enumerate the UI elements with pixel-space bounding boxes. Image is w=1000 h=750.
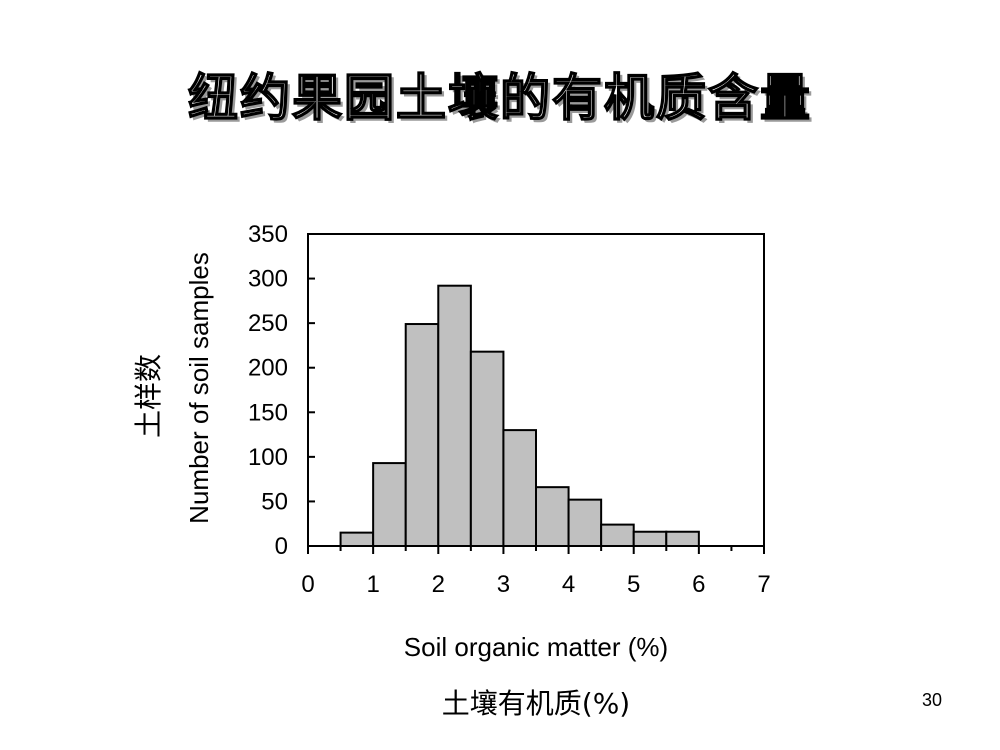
x-tick-label: 5 [627, 571, 640, 598]
x-tick-label: 0 [301, 571, 314, 598]
x-axis-title: Soil organic matter (%) [404, 632, 668, 662]
histogram-bar-6 [535, 486, 570, 547]
histogram-bar-10 [665, 530, 700, 547]
x-tick-label: 1 [366, 571, 379, 598]
histogram-bar-9 [632, 530, 668, 547]
histogram-bar-2 [404, 323, 440, 547]
bars-layer [339, 284, 700, 548]
x-axis-title-cn: 土壤有机质(%) [442, 687, 630, 720]
x-tick-label: 7 [757, 571, 770, 598]
histogram-bar-5 [502, 429, 537, 547]
page-number: 30 [921, 690, 942, 710]
y-axis-title-cn: 土样数 [132, 354, 165, 438]
slide-title: 纽约果园土壤的有机质含量 [187, 68, 812, 128]
histogram-bar-8 [600, 523, 635, 547]
y-tick-label: 250 [248, 310, 288, 337]
x-tick-label: 3 [497, 571, 510, 598]
y-tick-label: 150 [248, 399, 288, 426]
y-tick-label: 50 [261, 488, 288, 515]
y-tick-label: 200 [248, 355, 288, 382]
y-tick-label: 350 [248, 221, 288, 248]
y-tick-label: 300 [248, 266, 288, 293]
x-tick-label: 4 [562, 571, 575, 598]
y-tick-label: 100 [248, 444, 288, 471]
y-tick-label: 0 [275, 533, 288, 560]
histogram-bar-4 [469, 350, 505, 547]
histogram-bar-3 [437, 284, 472, 547]
x-tick-label: 2 [432, 571, 445, 598]
x-tick-label: 6 [692, 571, 705, 598]
y-axis-title: Number of soil samples [184, 252, 214, 524]
histogram-bar-1 [372, 462, 407, 547]
histogram-bar-7 [567, 498, 603, 548]
ticks-layer: 0 50 100 150 200 250 300 350 0 1 2 3 4 5 6 7 [248, 221, 771, 598]
histogram-bar-0 [339, 531, 375, 548]
